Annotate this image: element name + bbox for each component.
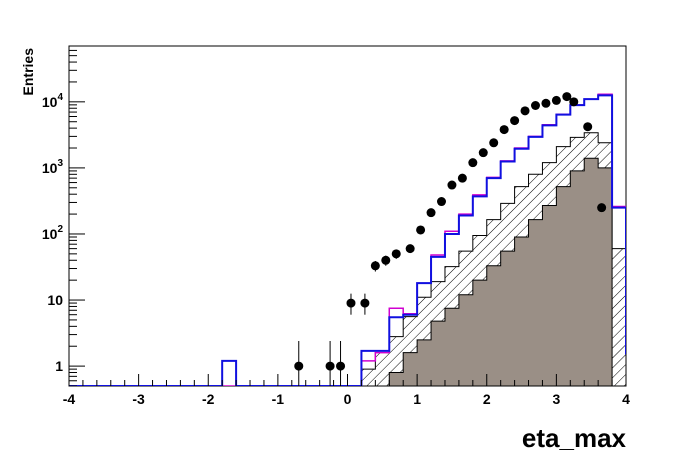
data-point xyxy=(499,125,509,135)
data-point xyxy=(510,116,520,126)
data-point xyxy=(569,97,579,107)
x-tick-label: 1 xyxy=(413,391,421,407)
series-layer xyxy=(69,93,626,386)
data-point xyxy=(468,158,478,168)
line-histogram-3 xyxy=(69,94,626,386)
data-point xyxy=(405,244,415,254)
data-point xyxy=(336,361,346,371)
data-point xyxy=(447,180,457,190)
data-point xyxy=(478,148,488,158)
filled-histogram xyxy=(69,157,626,386)
data-point xyxy=(562,92,572,102)
data-point xyxy=(381,255,391,265)
data-point xyxy=(520,106,530,116)
data-point xyxy=(294,361,304,371)
y-axis-title: Entries xyxy=(20,48,36,96)
data-point xyxy=(391,249,401,259)
y-tick-label: 10 xyxy=(47,292,63,308)
data-point xyxy=(530,101,540,111)
y-tick-label: 102 xyxy=(42,224,64,242)
data-point xyxy=(346,298,356,308)
data-point xyxy=(370,261,380,271)
x-tick-label: -4 xyxy=(63,391,76,407)
data-point xyxy=(457,173,467,183)
x-tick-label: -2 xyxy=(202,391,215,407)
x-tick-label: -1 xyxy=(272,391,285,407)
y-tick-label: 103 xyxy=(42,158,64,176)
data-point xyxy=(416,225,426,235)
data-point xyxy=(436,197,446,207)
data-point xyxy=(541,98,551,108)
data-point xyxy=(583,122,593,132)
x-tick-label: 4 xyxy=(622,391,630,407)
x-tick-label: 3 xyxy=(552,391,560,407)
y-tick-label: 104 xyxy=(42,92,64,110)
y-tick-label: 1 xyxy=(55,358,63,374)
data-point xyxy=(597,203,607,213)
data-point xyxy=(426,208,436,218)
x-axis-title: eta_max xyxy=(522,423,627,453)
data-point xyxy=(489,138,499,148)
data-points-layer xyxy=(294,92,607,386)
x-tick-label: -3 xyxy=(132,391,145,407)
data-point xyxy=(551,95,561,105)
data-point xyxy=(325,361,335,371)
x-tick-label: 0 xyxy=(344,391,352,407)
data-point xyxy=(360,298,370,308)
x-tick-label: 2 xyxy=(483,391,491,407)
axes-layer: -4 -3 -2 -1 0 1 2 3 4 1 10 102 103 104 xyxy=(42,45,630,407)
